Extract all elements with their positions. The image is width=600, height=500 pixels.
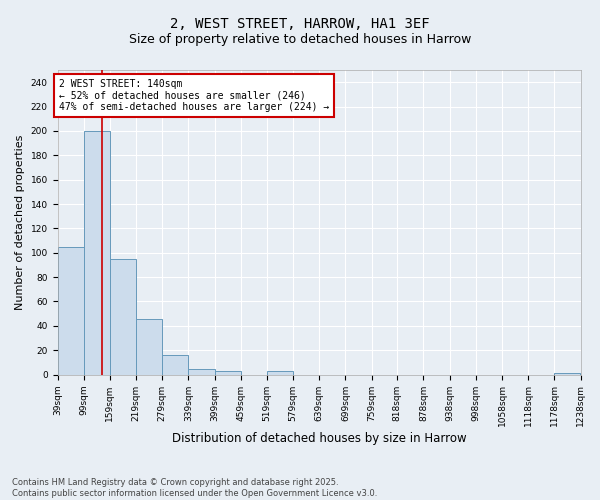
Bar bbox=[83, 131, 110, 374]
Text: 2 WEST STREET: 140sqm
← 52% of detached houses are smaller (246)
47% of semi-det: 2 WEST STREET: 140sqm ← 52% of detached … bbox=[59, 78, 329, 112]
Y-axis label: Number of detached properties: Number of detached properties bbox=[15, 134, 25, 310]
Text: Contains HM Land Registry data © Crown copyright and database right 2025.
Contai: Contains HM Land Registry data © Crown c… bbox=[12, 478, 377, 498]
X-axis label: Distribution of detached houses by size in Harrow: Distribution of detached houses by size … bbox=[172, 432, 466, 445]
Bar bbox=[215, 371, 241, 374]
Bar bbox=[188, 368, 215, 374]
Bar bbox=[58, 246, 83, 374]
Bar bbox=[162, 355, 188, 374]
Bar bbox=[267, 371, 293, 374]
Text: Size of property relative to detached houses in Harrow: Size of property relative to detached ho… bbox=[129, 32, 471, 46]
Bar bbox=[136, 318, 162, 374]
Text: 2, WEST STREET, HARROW, HA1 3EF: 2, WEST STREET, HARROW, HA1 3EF bbox=[170, 18, 430, 32]
Bar bbox=[110, 259, 136, 374]
